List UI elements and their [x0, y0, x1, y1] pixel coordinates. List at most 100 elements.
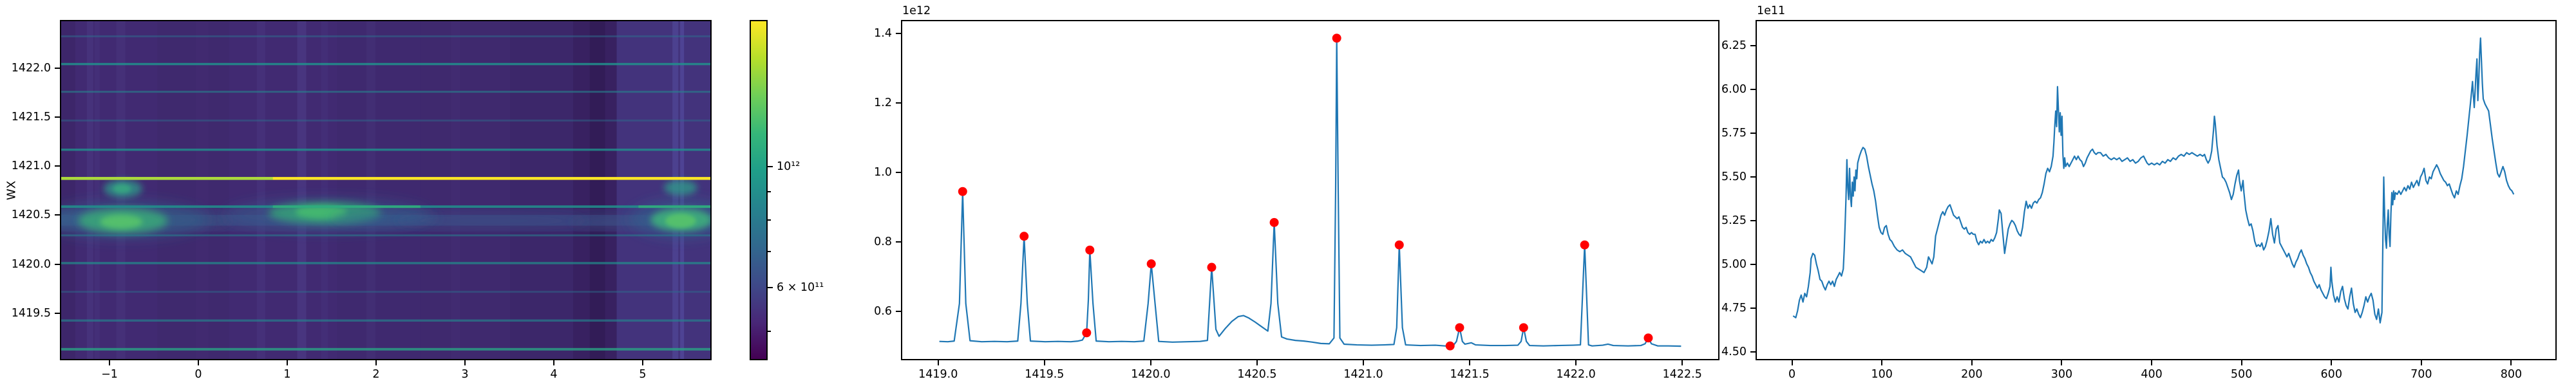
spectrum-line	[939, 37, 1681, 347]
y-tick-mark	[896, 241, 901, 243]
timeseries-line	[1792, 37, 2515, 324]
y-tick-label: 1.0	[874, 165, 892, 179]
x-tick-label: 400	[2141, 368, 2163, 381]
spectral-line	[61, 319, 710, 322]
y-tick-mark	[1750, 132, 1756, 134]
spectral-line	[61, 119, 710, 122]
y-tick-mark	[896, 33, 901, 35]
peak-marker	[1085, 245, 1095, 255]
spectral-line	[272, 205, 421, 208]
heatmap-vertical-band	[256, 21, 265, 359]
x-tick-label: −1	[101, 368, 118, 381]
y-tick-mark	[55, 116, 60, 118]
y-tick-label: 0.8	[874, 235, 892, 248]
y-tick-mark	[1750, 44, 1756, 46]
peak-marker	[1207, 262, 1217, 272]
x-tick-mark	[937, 360, 939, 365]
x-tick-mark	[1881, 360, 1883, 365]
x-tick-label: 1420.5	[1237, 368, 1277, 381]
x-tick-label: 1422.5	[1662, 368, 1702, 381]
y-tick-mark	[1750, 176, 1756, 178]
y-tick-mark	[55, 214, 60, 216]
x-tick-label: 1420.0	[1131, 368, 1171, 381]
heatmap-vertical-band	[589, 21, 605, 359]
heatmap-vertical-band	[94, 21, 100, 359]
spectral-line	[61, 62, 710, 66]
peak-marker	[1519, 323, 1528, 333]
x-tick-mark	[1363, 360, 1365, 365]
x-tick-label: 0	[1788, 368, 1796, 381]
spectral-line	[61, 177, 710, 180]
heatmap-image	[61, 21, 710, 359]
x-tick-mark	[2061, 360, 2063, 365]
spectral-line	[61, 35, 710, 37]
peak-marker	[1580, 240, 1589, 250]
colorbar-tick-mark	[768, 287, 773, 289]
x-tick-label: 0	[194, 368, 202, 381]
heatmap-y-axis-label: WX	[5, 180, 19, 200]
y-tick-label: 6.25	[1721, 39, 1747, 52]
x-tick-mark	[2151, 360, 2153, 365]
x-tick-label: 1419.5	[1025, 368, 1065, 381]
y-tick-mark	[896, 310, 901, 312]
emission-blob	[295, 205, 347, 219]
y-tick-label: 1420.5	[11, 208, 51, 222]
y-tick-mark	[55, 67, 60, 69]
y-tick-mark	[1750, 351, 1756, 353]
x-tick-mark	[2240, 360, 2242, 365]
y-tick-label: 1420.0	[11, 257, 51, 271]
y-tick-mark	[896, 102, 901, 104]
heatmap-vertical-band	[297, 21, 307, 359]
y-tick-label: 1422.0	[11, 61, 51, 75]
x-tick-label: 700	[2410, 368, 2432, 381]
colorbar-tick-mark	[768, 165, 773, 167]
x-tick-mark	[2331, 360, 2333, 365]
y-tick-mark	[1750, 88, 1756, 90]
y-tick-mark	[55, 165, 60, 167]
heatmap-vertical-band	[61, 21, 75, 359]
heatmap-vertical-band	[510, 21, 573, 359]
y-tick-label: 1.2	[874, 96, 892, 109]
x-tick-label: 100	[1871, 368, 1893, 381]
x-tick-label: 5	[639, 368, 647, 381]
spectrum-line-canvas	[939, 33, 1681, 351]
peak-marker	[1082, 328, 1092, 338]
x-tick-mark	[1043, 360, 1045, 365]
timeseries-plot	[1756, 20, 2557, 360]
peak-marker	[1445, 341, 1455, 351]
x-tick-mark	[464, 360, 466, 365]
colorbar	[750, 20, 768, 360]
heatmap-vertical-band	[157, 21, 229, 359]
spectral-line	[61, 347, 710, 351]
colorbar-minor-tick-mark	[768, 191, 771, 193]
emission-blob	[113, 184, 131, 194]
peak-marker	[958, 187, 967, 196]
x-tick-mark	[1150, 360, 1151, 365]
x-tick-mark	[1681, 360, 1683, 365]
x-tick-mark	[286, 360, 288, 365]
y-tick-label: 1421.0	[11, 160, 51, 173]
y-tick-mark	[896, 171, 901, 173]
timeseries-offset-label: 1e11	[1757, 5, 1786, 17]
emission-blob	[663, 179, 697, 196]
y-tick-mark	[55, 263, 60, 265]
colorbar-minor-tick-mark	[768, 219, 771, 221]
x-tick-label: 3	[461, 368, 469, 381]
x-tick-label: 1	[283, 368, 291, 381]
heatmap-vertical-band	[337, 21, 421, 359]
mean-spectrum-offset-label: 1e12	[902, 5, 931, 17]
x-tick-label: 2	[372, 368, 380, 381]
x-tick-label: 1421.5	[1450, 368, 1490, 381]
y-tick-label: 5.25	[1721, 214, 1747, 227]
x-tick-label: 500	[2230, 368, 2253, 381]
x-tick-mark	[197, 360, 199, 365]
peak-marker	[1643, 333, 1653, 343]
spectral-line	[61, 91, 710, 93]
peak-marker	[1455, 323, 1464, 333]
x-tick-mark	[108, 360, 110, 365]
x-tick-mark	[375, 360, 377, 365]
heatmap-vertical-band	[420, 21, 511, 359]
x-tick-mark	[553, 360, 554, 365]
x-tick-mark	[2510, 360, 2512, 365]
